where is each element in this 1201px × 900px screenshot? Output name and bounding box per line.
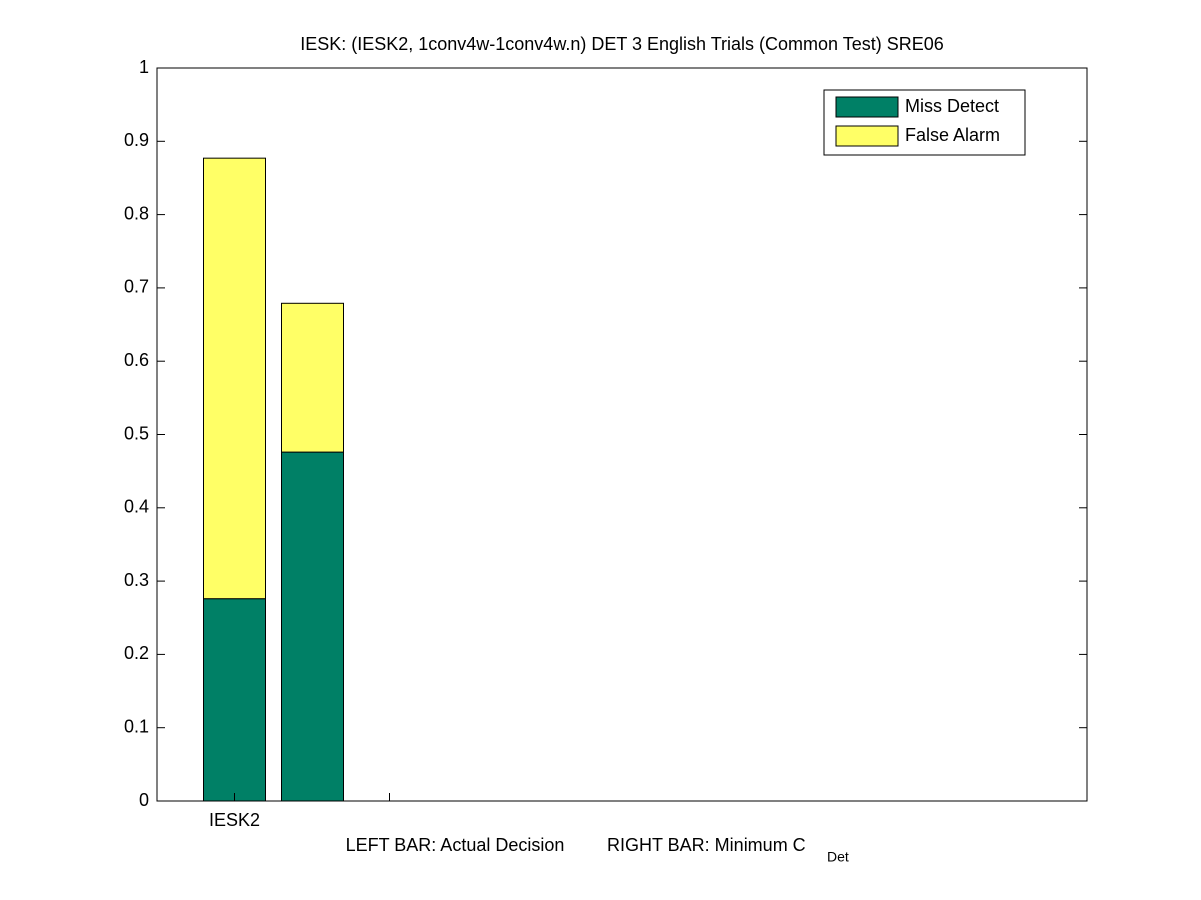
bar-segment [203, 598, 266, 802]
y-tick-label: 1 [139, 57, 149, 77]
legend-label: False Alarm [905, 125, 1000, 145]
chart-title: IESK: (IESK2, 1conv4w-1conv4w.n) DET 3 E… [300, 34, 944, 54]
bar-segment [203, 157, 266, 600]
y-tick-label: 0.3 [124, 570, 149, 590]
y-tick-label: 0.5 [124, 423, 149, 443]
x-axis-label: RIGHT BAR: Minimum C [607, 835, 806, 855]
y-tick-label: 0.6 [124, 350, 149, 370]
legend-swatch [835, 96, 899, 118]
bar-segment [281, 302, 344, 453]
legend-label: Miss Detect [905, 96, 999, 116]
y-tick-label: 0 [139, 790, 149, 810]
y-tick-label: 0.1 [124, 716, 149, 736]
y-tick-label: 0.8 [124, 203, 149, 223]
x-tick-label: IESK2 [209, 810, 260, 830]
y-tick-label: 0.2 [124, 643, 149, 663]
legend-swatch [835, 125, 899, 147]
x-axis-label-subscript: Det [827, 849, 849, 865]
y-tick-label: 0.4 [124, 497, 149, 517]
y-tick-label: 0.9 [124, 130, 149, 150]
bar-segment [281, 451, 344, 802]
y-tick-label: 0.7 [124, 277, 149, 297]
x-axis-label: LEFT BAR: Actual Decision [346, 835, 565, 855]
